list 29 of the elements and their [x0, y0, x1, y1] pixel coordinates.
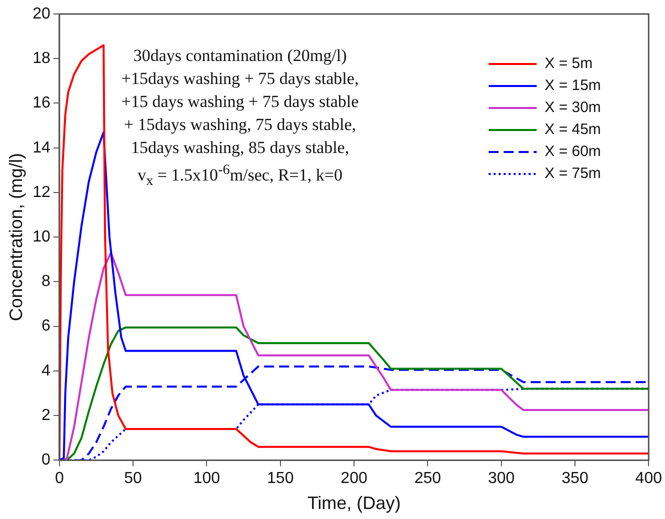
x-tick-label: 250: [414, 470, 442, 488]
legend-label: X = 5m: [544, 55, 593, 72]
x-tick-label: 350: [562, 470, 588, 488]
x-tick-label: 50: [124, 470, 142, 488]
y-tick-label: 0: [41, 452, 50, 469]
y-tick-label: 14: [32, 139, 50, 156]
legend-label: X = 45m: [544, 121, 601, 138]
x-tick-label: 300: [488, 470, 515, 488]
legend-label: X = 15m: [544, 77, 601, 94]
y-tick-label: 12: [32, 184, 50, 201]
legend-label: X = 30m: [544, 99, 601, 116]
y-axis-title: Concentration, (mg/l): [6, 153, 26, 322]
text: 30days contamination (20mg/l) +15days washing + 75 days stable, +15 days washing + 75 days stable + 15days washing, 75 days stable, 15days washing, 85 days stable, v$_{x}$ = 1.5x10$^{-6}$m/sec, R=1, k=0: [121, 46, 359, 190]
y-tick-label: 2: [41, 406, 50, 424]
legend-label: X = 60m: [544, 143, 601, 160]
x-tick-label: 0: [54, 470, 64, 488]
y-tick-label: 16: [32, 94, 50, 112]
legend-label: X = 75m: [544, 165, 601, 182]
x-tick-label: 200: [340, 470, 368, 488]
y-tick-label: 8: [41, 273, 50, 290]
x-tick-label: 150: [267, 470, 294, 488]
y-tick-label: 4: [41, 362, 50, 380]
y-tick-label: 6: [41, 318, 50, 335]
x-tick-label: 100: [193, 470, 220, 488]
y-tick-label: 10: [32, 228, 50, 246]
y-tick-label: 18: [32, 50, 50, 68]
y-tick-label: 20: [32, 5, 50, 22]
x-tick-label: 400: [635, 470, 662, 488]
x-axis-title: Time, (Day): [307, 493, 401, 514]
